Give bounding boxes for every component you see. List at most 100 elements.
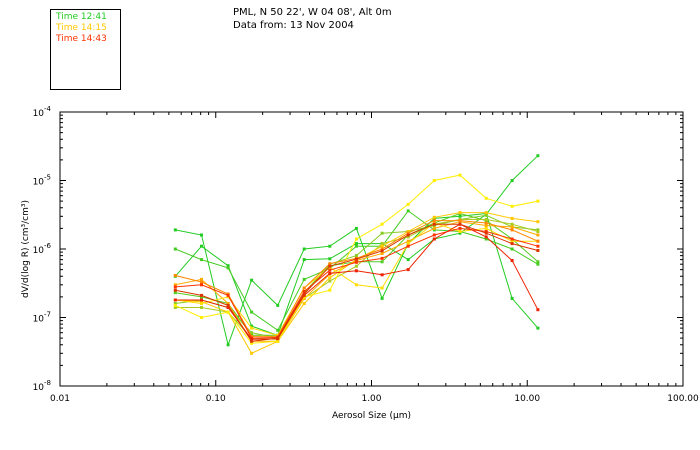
data-point (354, 226, 358, 230)
data-point (200, 300, 203, 304)
data-point (432, 222, 436, 226)
data-point (432, 233, 436, 237)
data-point (173, 274, 177, 277)
data-point (510, 237, 514, 241)
data-point (200, 258, 203, 262)
series-line (175, 223, 539, 342)
series-14 (173, 222, 540, 343)
x-tick-label: 1.00 (361, 394, 381, 404)
data-point (173, 303, 177, 307)
data-point (484, 196, 488, 200)
data-point (302, 258, 306, 262)
data-point (354, 269, 358, 273)
data-point (536, 228, 540, 232)
data-point (380, 273, 384, 277)
data-point (328, 279, 332, 283)
data-point (484, 235, 488, 239)
data-point (173, 291, 177, 295)
data-point (406, 258, 410, 262)
data-point (200, 244, 203, 248)
data-point (484, 231, 488, 235)
data-point (302, 292, 306, 296)
data-point (328, 262, 332, 266)
data-point (328, 264, 332, 268)
data-point (302, 302, 306, 305)
data-point (536, 308, 540, 312)
data-point (406, 242, 410, 246)
data-point (536, 244, 540, 248)
data-point (173, 247, 177, 251)
data-point (458, 219, 462, 223)
data-point (200, 233, 203, 237)
x-axis-label: Aerosol Size (μm) (332, 411, 411, 421)
data-point (276, 336, 280, 340)
data-point (484, 237, 488, 241)
data-point (380, 256, 384, 260)
data-point (510, 179, 514, 182)
data-point (328, 276, 332, 280)
data-point (536, 239, 540, 243)
data-point (173, 228, 177, 232)
data-point (250, 341, 254, 345)
legend-entry-2: Time 14:15 (56, 23, 107, 33)
series-line (175, 223, 539, 340)
data-point (200, 280, 203, 284)
data-point (432, 219, 436, 223)
data-point (380, 286, 384, 290)
data-point (200, 293, 203, 297)
data-point (250, 324, 254, 328)
data-point (432, 226, 436, 230)
data-point (380, 247, 384, 251)
data-point (406, 231, 410, 235)
data-point (302, 247, 306, 251)
data-point (406, 233, 410, 237)
data-point (302, 290, 306, 293)
data-point (458, 226, 462, 230)
data-point (510, 242, 514, 246)
data-point (354, 244, 358, 248)
data-point (200, 298, 203, 302)
data-point (510, 216, 514, 220)
data-point (173, 285, 177, 289)
data-point (458, 211, 462, 215)
data-point (354, 264, 358, 268)
data-point (432, 237, 436, 241)
data-point (173, 302, 177, 305)
legend: Time 12:41 Time 14:15 Time 14:43 (50, 9, 121, 90)
date-label: Data from: 13 Nov 2004 (233, 20, 354, 31)
data-point (226, 306, 230, 309)
data-point (536, 326, 540, 330)
data-point (510, 222, 514, 226)
x-tick-label: 0.10 (206, 394, 226, 404)
series-line (175, 212, 539, 347)
legend-entry-3: Time 14:43 (56, 34, 107, 44)
y-tick-label: 10-6 (33, 242, 52, 256)
data-point (276, 339, 280, 343)
data-point (484, 226, 488, 230)
data-point (250, 278, 254, 282)
data-point (536, 233, 540, 237)
data-point (458, 231, 462, 235)
data-point (510, 239, 514, 243)
data-point (458, 214, 462, 218)
data-point (510, 228, 514, 232)
data-point (328, 268, 332, 272)
data-point (484, 221, 488, 225)
data-point (536, 154, 540, 158)
x-tick-label: 100.00 (667, 394, 699, 404)
data-point (536, 262, 540, 266)
data-point (226, 302, 230, 305)
data-point (406, 239, 410, 243)
series-layer (173, 154, 540, 355)
x-axis: 0.01 0.10 1.00 10.00 100.00 (50, 112, 699, 404)
data-point (536, 220, 540, 224)
data-point (406, 244, 410, 248)
data-point (458, 222, 462, 226)
data-point (432, 179, 436, 182)
data-point (226, 343, 230, 347)
data-point (250, 326, 254, 330)
data-point (200, 283, 203, 287)
data-point (226, 310, 230, 314)
y-tick-label: 10-4 (33, 105, 52, 119)
